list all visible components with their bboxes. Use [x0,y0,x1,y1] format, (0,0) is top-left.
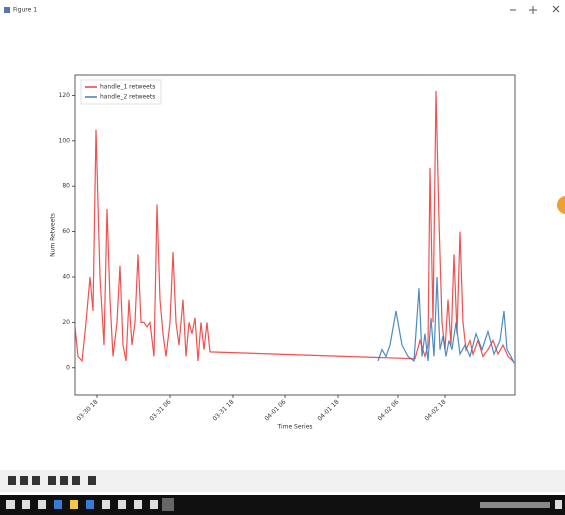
axes-frame [75,75,515,395]
window-title: Figure 1 [13,7,37,14]
y-tick-label: 20 [62,319,70,326]
toolbar [0,470,565,492]
decoration [557,196,565,214]
y-tick-label: 40 [62,273,70,280]
x-tick-label: 03-30 18 [75,398,99,422]
y-tick-label: 80 [62,183,70,190]
y-tick-label: 60 [62,228,70,235]
plot: 0 20 40 60 80 100 120 03-30 18 03-31 06 03-31 18 0… [50,75,516,431]
y-tick-label: 0 [66,364,70,371]
y-axis-label: Num Retweets [50,213,57,257]
legend-label: handle_1 retweets [100,84,155,91]
y-tick-label: 120 [59,92,71,99]
app-icon [4,7,10,13]
x-tick-label: 04-01 18 [316,398,340,422]
legend-label: handle_2 retweets [100,94,155,101]
title-bar [0,0,565,22]
x-tick-label: 03-31 18 [211,398,235,422]
x-tick-label: 04-02 06 [376,398,400,422]
x-tick-label: 04-02 18 [423,398,447,422]
x-axis-label: Time Series [276,424,312,431]
window: Figure 1 0 20 40 60 80 100 120 03-30 18 03-31 06… [0,0,565,515]
x-tick-label: 03-31 06 [148,398,172,422]
y-tick-label: 100 [59,137,71,144]
page: Figure 1 0 20 40 60 80 100 120 03-30 18 03-31 06… [0,0,565,515]
x-tick-label: 04-01 06 [263,398,287,422]
